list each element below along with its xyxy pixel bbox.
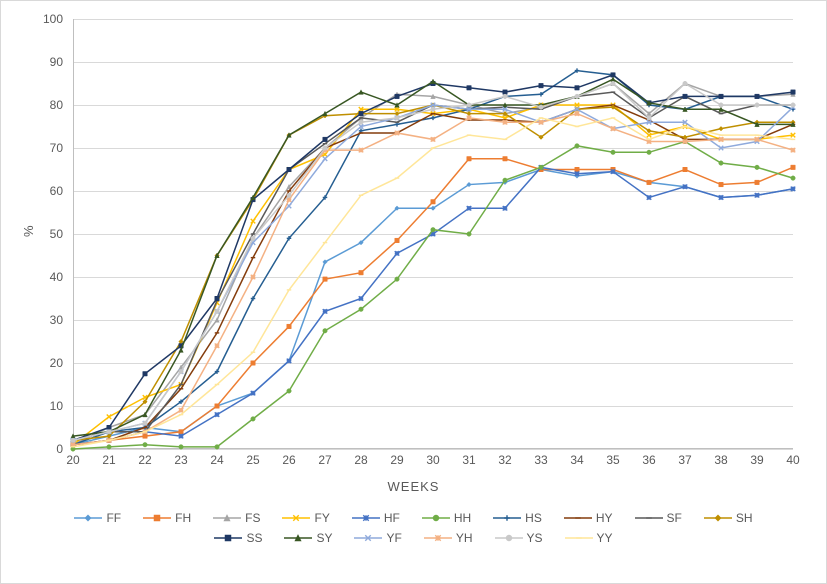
legend-swatch-icon	[564, 512, 592, 524]
x-tick-label: 39	[750, 453, 763, 467]
y-tick-label: 0	[33, 442, 63, 456]
legend-label: SF	[667, 511, 682, 525]
series-ff	[71, 167, 796, 447]
legend-label: YS	[527, 531, 543, 545]
legend-swatch-icon	[565, 532, 593, 544]
legend-swatch-icon	[422, 512, 450, 524]
legend-item-sy: SY	[284, 531, 332, 545]
legend-label: HH	[454, 511, 471, 525]
y-tick-label: 80	[33, 98, 63, 112]
legend-item-fh: FH	[143, 511, 191, 525]
series-hy	[71, 105, 796, 445]
x-tick-label: 29	[390, 453, 403, 467]
series-yf	[71, 103, 796, 443]
y-tick-label: 40	[33, 270, 63, 284]
legend-swatch-icon	[214, 532, 242, 544]
legend-swatch-icon	[493, 512, 521, 524]
x-tick-label: 23	[174, 453, 187, 467]
legend-swatch-icon	[282, 512, 310, 524]
legend-label: HF	[384, 511, 400, 525]
legend: FF FH FS FY HF HH HS HY SF SH SS SY YF YH YS YY	[1, 511, 826, 545]
x-tick-label: 20	[66, 453, 79, 467]
legend-item-hs: HS	[493, 511, 542, 525]
y-tick-label: 20	[33, 356, 63, 370]
x-tick-label: 21	[102, 453, 115, 467]
x-tick-label: 37	[678, 453, 691, 467]
x-tick-label: 33	[534, 453, 547, 467]
legend-swatch-icon	[635, 512, 663, 524]
x-tick-label: 30	[426, 453, 439, 467]
legend-swatch-icon	[495, 532, 523, 544]
legend-label: SS	[246, 531, 262, 545]
y-tick-label: 100	[33, 12, 63, 26]
legend-item-fy: FY	[282, 511, 329, 525]
x-tick-label: 31	[462, 453, 475, 467]
legend-item-sh: SH	[704, 511, 753, 525]
chart-frame: 0 10 20 30 40 50 60 70 80 90 100 20 21 22 23 24 25 26 27 2…	[0, 0, 827, 584]
y-tick-label: 30	[33, 313, 63, 327]
legend-label: FS	[245, 511, 260, 525]
x-tick-label: 28	[354, 453, 367, 467]
x-tick-label: 36	[642, 453, 655, 467]
y-tick-label: 60	[33, 184, 63, 198]
x-axis-title: WEEKS	[388, 479, 440, 494]
series-sh	[71, 103, 796, 443]
y-tick-label: 10	[33, 399, 63, 413]
legend-swatch-icon	[352, 512, 380, 524]
legend-item-hy: HY	[564, 511, 613, 525]
x-tick-label: 32	[498, 453, 511, 467]
legend-item-hh: HH	[422, 511, 471, 525]
x-tick-label: 38	[714, 453, 727, 467]
series-fy	[71, 103, 796, 447]
y-tick-label: 90	[33, 55, 63, 69]
series-svg	[73, 19, 793, 449]
legend-label: HS	[525, 511, 542, 525]
x-tick-label: 25	[246, 453, 259, 467]
legend-swatch-icon	[143, 512, 171, 524]
legend-item-fs: FS	[213, 511, 260, 525]
x-tick-label: 34	[570, 453, 583, 467]
legend-label: YF	[386, 531, 401, 545]
legend-label: YY	[597, 531, 613, 545]
series-yh	[71, 111, 796, 447]
legend-swatch-icon	[284, 532, 312, 544]
x-tick-label: 27	[318, 453, 331, 467]
legend-item-sf: SF	[635, 511, 682, 525]
legend-label: SH	[736, 511, 753, 525]
legend-item-ys: YS	[495, 531, 543, 545]
legend-label: FF	[106, 511, 121, 525]
legend-swatch-icon	[213, 512, 241, 524]
legend-item-ff: FF	[74, 511, 121, 525]
legend-label: SY	[316, 531, 332, 545]
legend-item-ss: SS	[214, 531, 262, 545]
y-tick-label: 70	[33, 141, 63, 155]
x-tick-label: 40	[786, 453, 799, 467]
legend-item-yy: YY	[565, 531, 613, 545]
legend-item-hf: HF	[352, 511, 400, 525]
legend-swatch-icon	[354, 532, 382, 544]
x-tick-label: 26	[282, 453, 295, 467]
legend-item-yf: YF	[354, 531, 401, 545]
legend-label: YH	[456, 531, 473, 545]
x-tick-label: 22	[138, 453, 151, 467]
x-tick-label: 35	[606, 453, 619, 467]
y-axis-title: %	[21, 224, 36, 237]
legend-label: HY	[596, 511, 613, 525]
legend-swatch-icon	[704, 512, 732, 524]
y-tick-label: 50	[33, 227, 63, 241]
legend-swatch-icon	[74, 512, 102, 524]
legend-swatch-icon	[424, 532, 452, 544]
legend-label: FY	[314, 511, 329, 525]
plot-area	[73, 19, 793, 449]
x-tick-label: 24	[210, 453, 223, 467]
legend-label: FH	[175, 511, 191, 525]
legend-item-yh: YH	[424, 531, 473, 545]
